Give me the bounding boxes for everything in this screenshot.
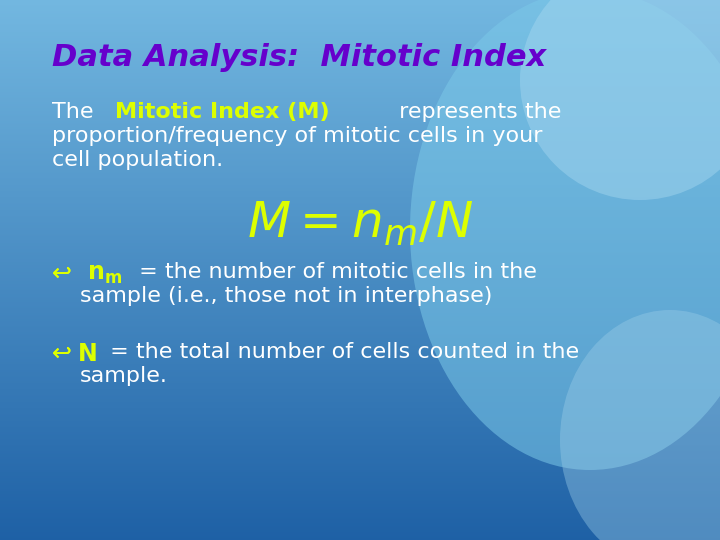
Text: $\mathbf{N}$: $\mathbf{N}$: [78, 342, 97, 366]
Text: $\mathit{M = n_m/N}$: $\mathit{M = n_m/N}$: [247, 200, 473, 248]
Text: ↩: ↩: [52, 342, 72, 366]
Text: ↩: ↩: [52, 262, 79, 286]
Text: Data Analysis:  Mitotic Index: Data Analysis: Mitotic Index: [52, 43, 546, 72]
Text: sample (i.e., those not in interphase): sample (i.e., those not in interphase): [80, 286, 492, 306]
Text: = the total number of cells counted in the: = the total number of cells counted in t…: [103, 342, 579, 362]
Text: sample.: sample.: [80, 366, 168, 386]
Text: proportion/frequency of mitotic cells in your: proportion/frequency of mitotic cells in…: [52, 126, 542, 146]
Text: ↩: ↩: [52, 262, 79, 286]
Ellipse shape: [560, 310, 720, 540]
Text: represents the: represents the: [392, 102, 561, 122]
Text: cell population.: cell population.: [52, 150, 223, 170]
Ellipse shape: [520, 0, 720, 200]
Text: = the number of mitotic cells in the: = the number of mitotic cells in the: [132, 262, 537, 282]
Text: Mitotic Index (M): Mitotic Index (M): [114, 102, 329, 122]
Text: The: The: [52, 102, 101, 122]
Text: $\mathbf{n_m}$: $\mathbf{n_m}$: [87, 262, 122, 286]
Ellipse shape: [410, 0, 720, 470]
Text: ↩: ↩: [52, 342, 72, 366]
